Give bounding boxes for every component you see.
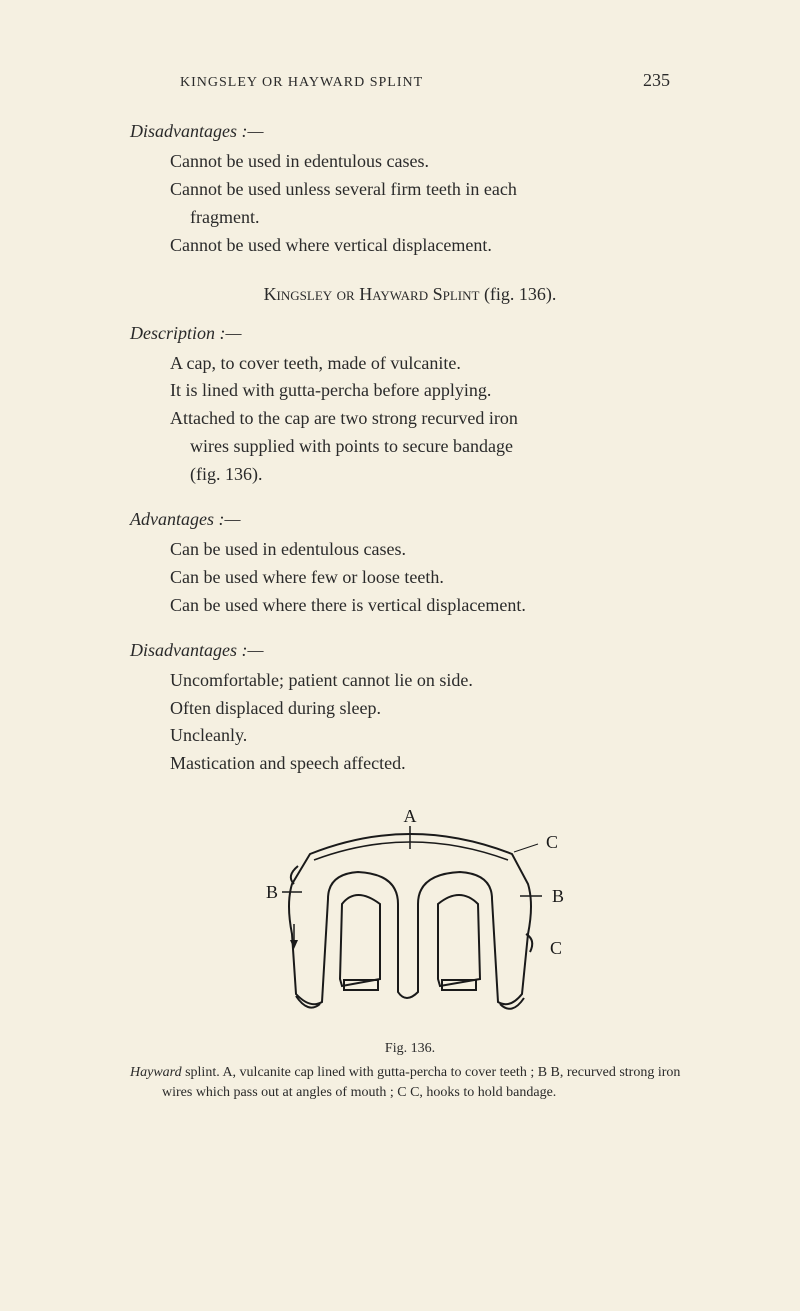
hayward-splint-diagram: A B B C C xyxy=(250,804,570,1024)
svg-text:A: A xyxy=(404,806,417,826)
figure-description: Hayward splint. A, vulcanite cap lined w… xyxy=(130,1063,690,1102)
section-heading: Disadvantages :— xyxy=(130,121,690,142)
svg-text:C: C xyxy=(546,832,558,852)
body-line: wires supplied with points to secure ban… xyxy=(190,433,690,461)
section-heading: Advantages :— xyxy=(130,509,690,530)
disadvantages-section-2: Disadvantages :— Uncomfortable; patient … xyxy=(130,640,690,779)
title-suffix: (fig. 136). xyxy=(479,284,556,304)
body-line: Cannot be used in edentulous cases. xyxy=(170,148,690,176)
figure-desc-rest: splint. A, vulcanite cap lined with gutt… xyxy=(162,1065,680,1100)
body-line: Attached to the cap are two strong recur… xyxy=(170,405,690,433)
figure-caption: Fig. 136. xyxy=(130,1041,690,1057)
disadvantages-section-1: Disadvantages :— Cannot be used in edent… xyxy=(130,121,690,260)
figure-desc-italic: Hayward xyxy=(130,1065,182,1080)
body-line: Can be used where there is vertical disp… xyxy=(170,592,690,620)
body-line: fragment. xyxy=(190,204,690,232)
body-line: (fig. 136). xyxy=(190,461,690,489)
body-line: Cannot be used where vertical displaceme… xyxy=(170,232,690,260)
svg-text:B: B xyxy=(552,886,564,906)
smallcaps-title: Kingsley or Hayward Splint xyxy=(264,284,480,304)
body-line: Cannot be used unless several firm teeth… xyxy=(170,176,690,204)
figure-container: A B B C C Fig. 136. Hayward splint. xyxy=(130,804,690,1102)
svg-text:B: B xyxy=(266,882,278,902)
subsection-title: Kingsley or Hayward Splint (fig. 136). xyxy=(130,284,690,305)
body-line: Can be used in edentulous cases. xyxy=(170,536,690,564)
header-title: KINGSLEY OR HAYWARD SPLINT xyxy=(180,75,423,91)
section-heading: Disadvantages :— xyxy=(130,640,690,661)
body-line: Often displaced during sleep. xyxy=(170,695,690,723)
description-section: Description :— A cap, to cover teeth, ma… xyxy=(130,323,690,489)
body-line: Mastication and speech affected. xyxy=(170,750,690,778)
svg-text:C: C xyxy=(550,938,562,958)
body-line: Can be used where few or loose teeth. xyxy=(170,564,690,592)
page-header: KINGSLEY OR HAYWARD SPLINT 235 xyxy=(130,70,690,91)
body-line: Uncomfortable; patient cannot lie on sid… xyxy=(170,667,690,695)
body-line: It is lined with gutta-percha before app… xyxy=(170,377,690,405)
section-heading: Description :— xyxy=(130,323,690,344)
body-line: A cap, to cover teeth, made of vulcanite… xyxy=(170,350,690,378)
page-number: 235 xyxy=(643,70,670,91)
body-line: Uncleanly. xyxy=(170,722,690,750)
advantages-section: Advantages :— Can be used in edentulous … xyxy=(130,509,690,620)
